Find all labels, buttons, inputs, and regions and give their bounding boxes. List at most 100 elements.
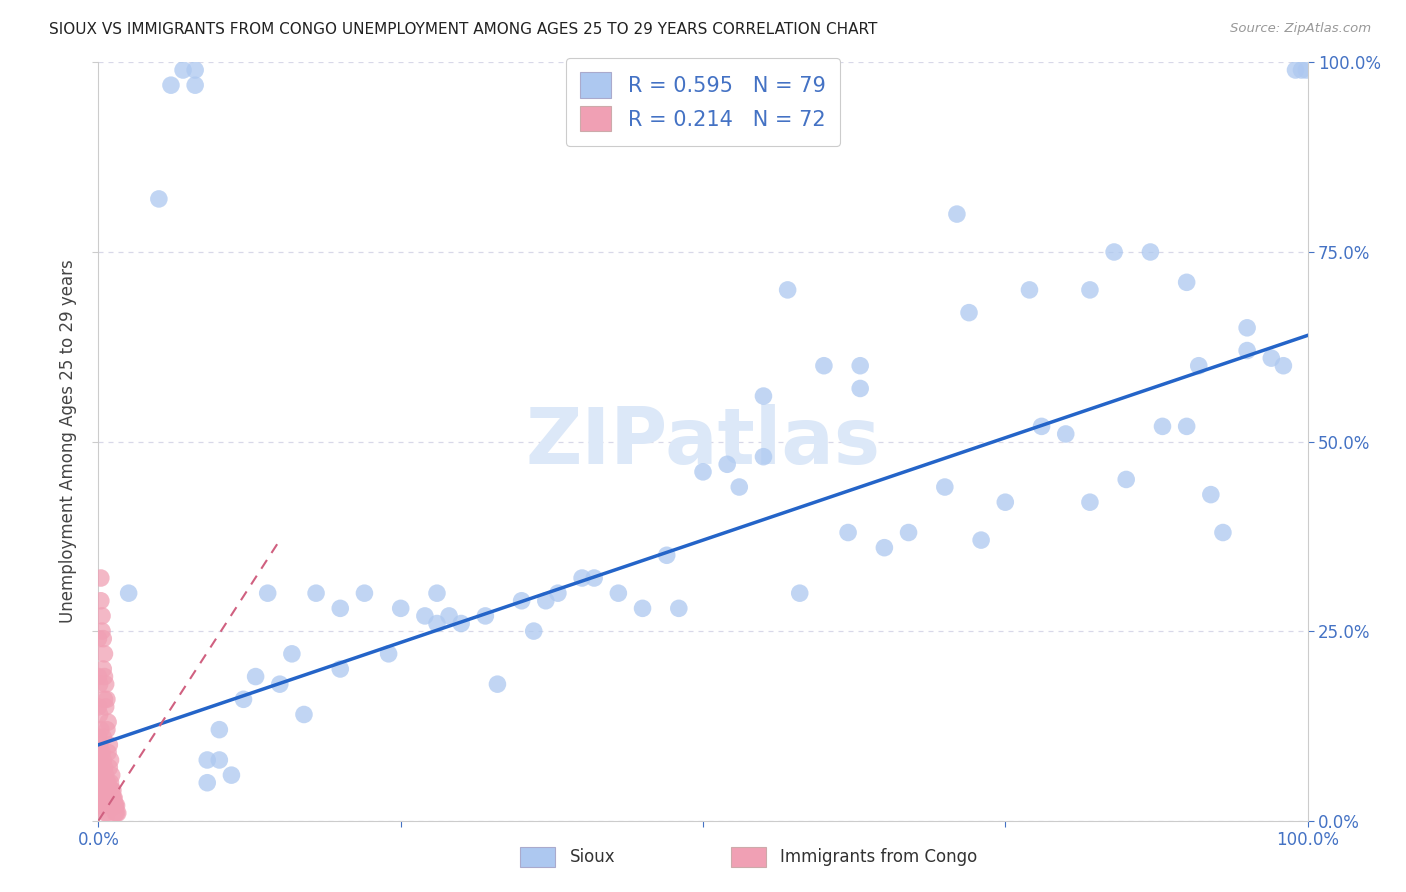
Point <box>1291 62 1313 77</box>
Point <box>389 601 412 615</box>
Point <box>89 677 111 691</box>
Point <box>100 753 122 767</box>
Point <box>100 768 122 782</box>
Point <box>232 692 254 706</box>
Point <box>101 791 124 805</box>
Point <box>692 465 714 479</box>
Point <box>91 798 114 813</box>
Point <box>510 594 533 608</box>
Point <box>100 783 122 797</box>
Point <box>1236 320 1258 334</box>
Point <box>1284 62 1306 77</box>
Point <box>329 662 352 676</box>
Point <box>91 608 114 623</box>
Point <box>245 669 267 683</box>
Point <box>849 359 872 373</box>
Point <box>96 806 118 821</box>
Point <box>1054 427 1077 442</box>
Point <box>752 450 775 464</box>
Point <box>91 746 114 760</box>
Point <box>1175 419 1198 434</box>
Point <box>1212 525 1234 540</box>
Point <box>87 730 110 744</box>
Point <box>94 699 117 714</box>
Point <box>90 776 112 790</box>
Point <box>87 699 110 714</box>
Point <box>91 753 114 767</box>
Point <box>148 192 170 206</box>
Point <box>93 783 115 797</box>
Text: Sioux: Sioux <box>569 848 614 866</box>
Point <box>89 707 111 722</box>
Point <box>184 62 207 77</box>
Point <box>655 548 678 563</box>
Point <box>160 78 183 92</box>
Y-axis label: Unemployment Among Ages 25 to 29 years: Unemployment Among Ages 25 to 29 years <box>59 260 77 624</box>
Point <box>934 480 956 494</box>
Point <box>269 677 291 691</box>
Point <box>426 586 449 600</box>
Point <box>437 608 460 623</box>
Point <box>103 798 125 813</box>
Point <box>1260 351 1282 366</box>
Point <box>1078 283 1101 297</box>
Point <box>93 647 115 661</box>
Point <box>583 571 606 585</box>
Point <box>329 601 352 615</box>
Point <box>96 692 118 706</box>
Point <box>897 525 920 540</box>
Point <box>94 677 117 691</box>
Point <box>837 525 859 540</box>
Point <box>90 594 112 608</box>
Point <box>1175 275 1198 289</box>
Point <box>90 760 112 774</box>
Point <box>97 776 120 790</box>
Point <box>426 616 449 631</box>
Point <box>1031 419 1053 434</box>
Point <box>91 783 114 797</box>
Point <box>970 533 993 548</box>
Point <box>91 798 114 813</box>
Point <box>607 586 630 600</box>
Point <box>413 608 436 623</box>
Text: SIOUX VS IMMIGRANTS FROM CONGO UNEMPLOYMENT AMONG AGES 25 TO 29 YEARS CORRELATIO: SIOUX VS IMMIGRANTS FROM CONGO UNEMPLOYM… <box>49 22 877 37</box>
Point <box>1115 473 1137 487</box>
Point <box>957 305 980 319</box>
Point <box>93 760 115 774</box>
Point <box>100 783 122 797</box>
Point <box>91 632 114 646</box>
Text: Immigrants from Congo: Immigrants from Congo <box>780 848 977 866</box>
Point <box>87 632 110 646</box>
Point <box>221 768 243 782</box>
Point <box>98 738 121 752</box>
Point <box>87 798 110 813</box>
Point <box>103 791 125 805</box>
Point <box>716 458 738 472</box>
Text: ZIPatlas: ZIPatlas <box>526 403 880 480</box>
Point <box>96 776 118 790</box>
Point <box>534 594 557 608</box>
Point <box>728 480 751 494</box>
Point <box>91 768 114 782</box>
Point <box>1018 283 1040 297</box>
Point <box>377 647 399 661</box>
Point <box>1188 359 1211 373</box>
Point <box>91 776 114 790</box>
Point <box>353 586 375 600</box>
Point <box>87 783 110 797</box>
FancyBboxPatch shape <box>731 847 766 867</box>
Point <box>91 624 114 639</box>
Point <box>96 723 118 737</box>
Point <box>103 798 125 813</box>
Point <box>281 647 304 661</box>
Point <box>208 723 231 737</box>
Point <box>90 791 112 805</box>
Point <box>97 746 120 760</box>
Point <box>195 776 218 790</box>
Point <box>100 791 122 805</box>
Point <box>104 806 127 821</box>
Point <box>94 768 117 782</box>
Point <box>105 798 128 813</box>
Point <box>776 283 799 297</box>
Point <box>93 798 115 813</box>
